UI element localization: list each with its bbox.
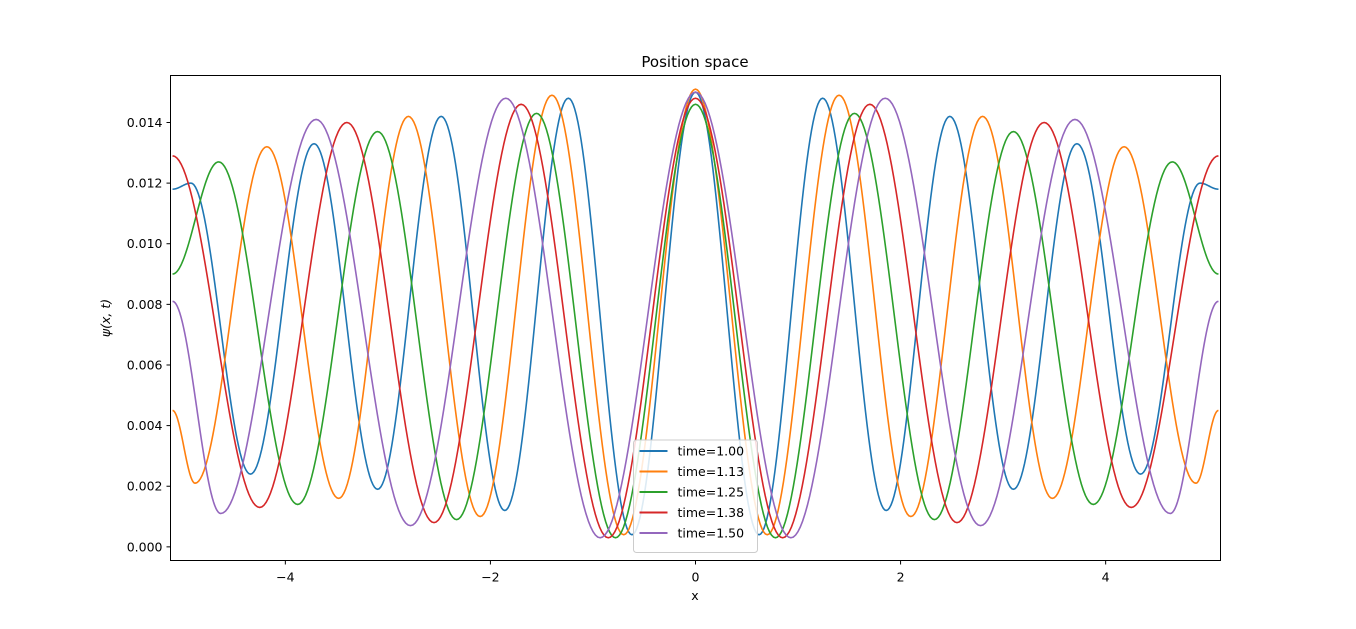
legend: time=1.00 time=1.13 time=1.25 time=1.38 time… (633, 439, 758, 553)
y-tick-label: 0.006 (127, 357, 163, 372)
legend-label: time=1.38 (678, 505, 745, 520)
legend-box (633, 439, 758, 553)
plot-area (172, 88, 1219, 539)
legend-label: time=1.13 (678, 464, 745, 479)
series-line-3 (172, 103, 1219, 539)
x-axis-label: x (691, 588, 698, 603)
series-line-2 (172, 88, 1219, 536)
x-tick-label: 4 (1102, 570, 1110, 585)
legend-label: time=1.25 (678, 485, 745, 500)
x-tick-label: −2 (481, 570, 499, 585)
x-tick-label: 0 (692, 570, 700, 585)
legend-label: time=1.50 (678, 526, 745, 541)
axis-ticks: −4 −2 0 2 4 0.000 0.002 0.004 0.006 0.008 0.010 0.0… (127, 115, 1110, 585)
y-tick-label: 0.004 (127, 418, 163, 433)
y-tick-label: 0.000 (127, 539, 163, 554)
x-tick-label: −4 (276, 570, 294, 585)
chart-title: Position space (641, 53, 748, 71)
y-axis-label: ψ(x, t) (98, 299, 113, 337)
y-tick-label: 0.008 (127, 297, 163, 312)
x-tick-label: 2 (897, 570, 905, 585)
series-line-4 (172, 97, 1219, 539)
legend-label: time=1.00 (678, 444, 745, 459)
y-tick-label: 0.002 (127, 479, 163, 494)
series-line-5 (172, 91, 1219, 539)
y-tick-label: 0.012 (127, 176, 163, 191)
y-tick-label: 0.010 (127, 236, 163, 251)
y-tick-label: 0.014 (127, 115, 163, 130)
